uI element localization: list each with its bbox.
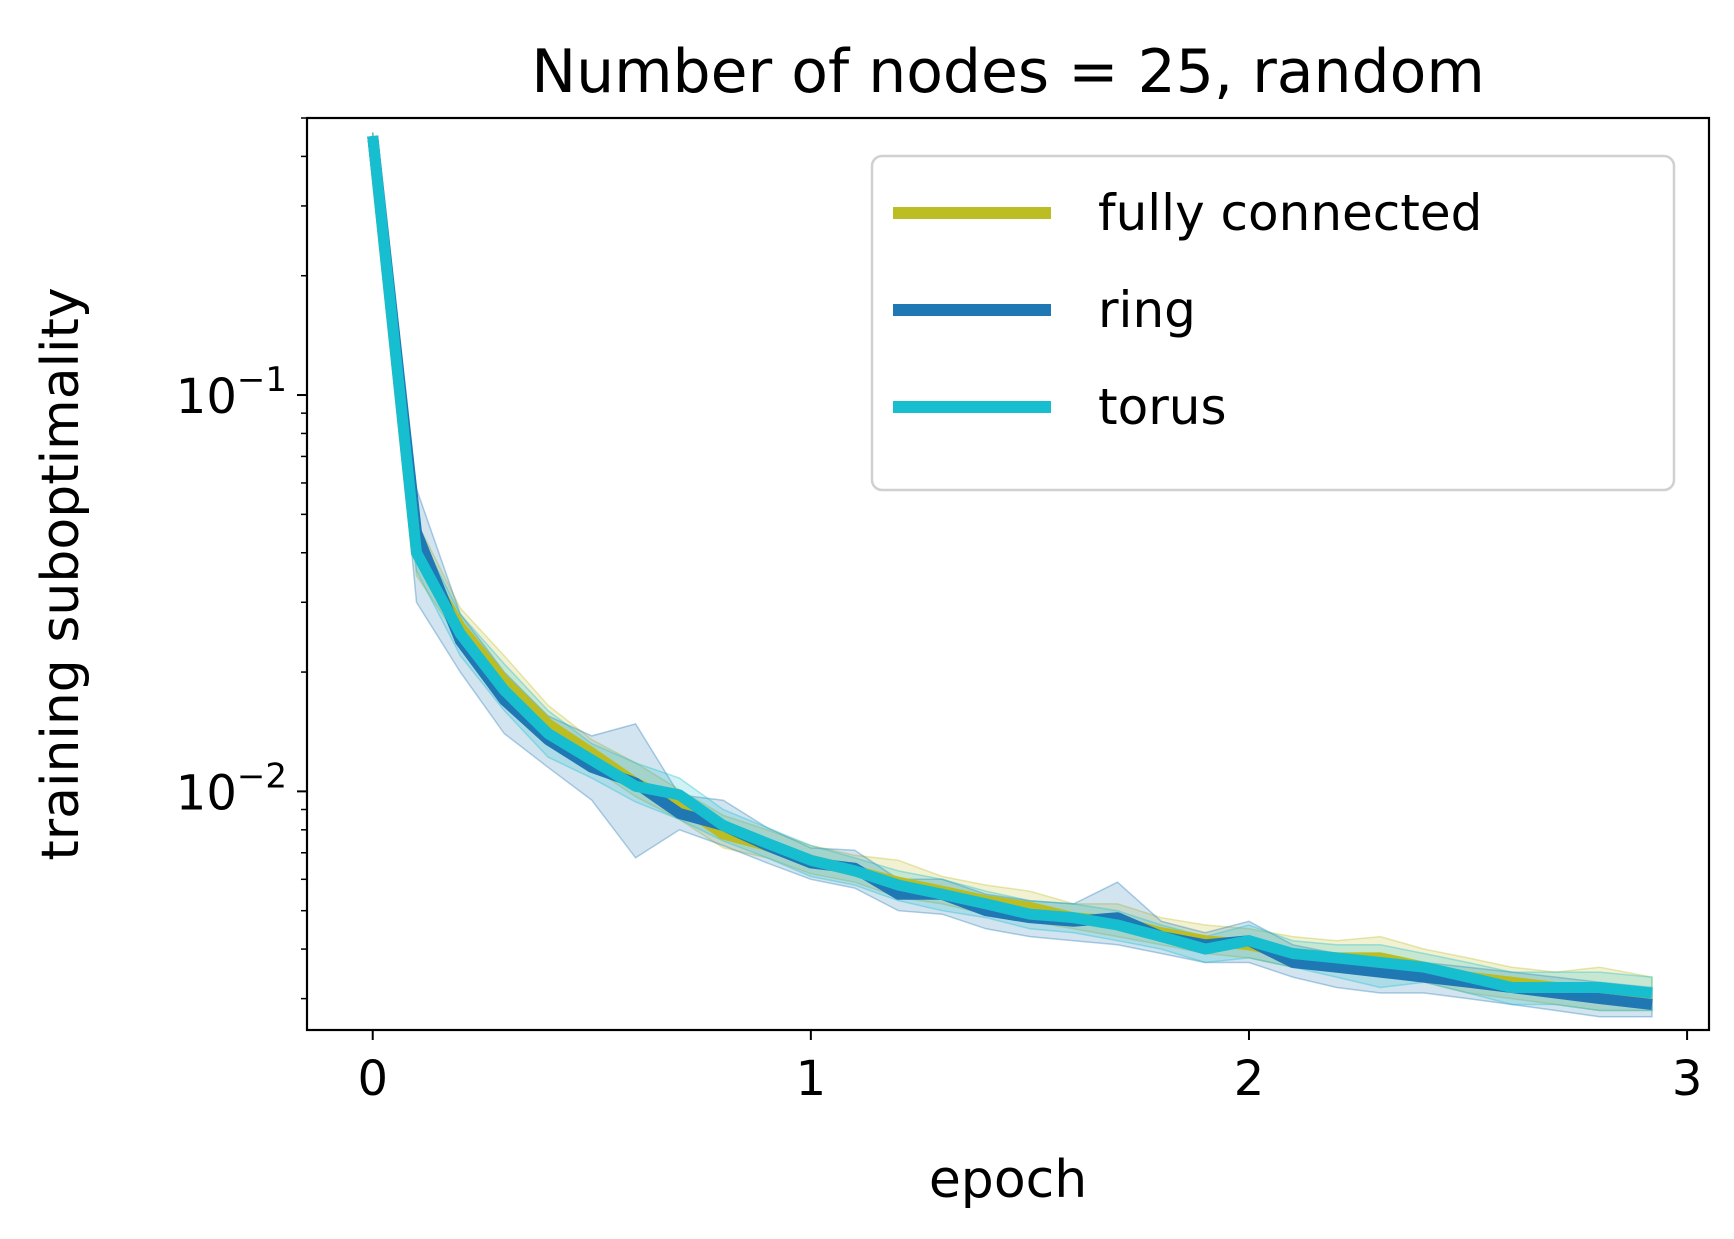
plot-area-frame xyxy=(305,116,1711,1032)
legend: fully connected ring torus xyxy=(870,154,1676,492)
chart-title: Number of nodes = 25, random xyxy=(531,37,1485,107)
x-tick-label: 3 xyxy=(1672,1051,1703,1107)
series-line-torus xyxy=(367,135,1653,999)
legend-label-fully-connected: fully connected xyxy=(1098,184,1482,242)
band-fully-connected xyxy=(371,132,1653,1012)
band-ring xyxy=(371,132,1653,1018)
y-tick-label: 10−2 xyxy=(176,756,287,821)
y-axis-label: training suboptimality xyxy=(31,287,91,860)
legend-box xyxy=(870,154,1676,492)
y-tick-label: 10−1 xyxy=(176,360,287,425)
x-axis-label: epoch xyxy=(929,1150,1087,1210)
x-axis: 0 1 2 3 xyxy=(357,1030,1702,1107)
legend-label-torus: torus xyxy=(1098,378,1227,436)
x-tick-label: 1 xyxy=(796,1051,827,1107)
band-torus xyxy=(371,132,1653,1012)
series-lines xyxy=(367,135,1653,1010)
x-tick-label: 0 xyxy=(357,1051,388,1107)
legend-label-ring: ring xyxy=(1098,281,1196,339)
confidence-bands xyxy=(371,132,1653,1018)
y-axis: 10−2 10−1 xyxy=(176,117,307,1000)
x-tick-label: 2 xyxy=(1234,1051,1265,1107)
